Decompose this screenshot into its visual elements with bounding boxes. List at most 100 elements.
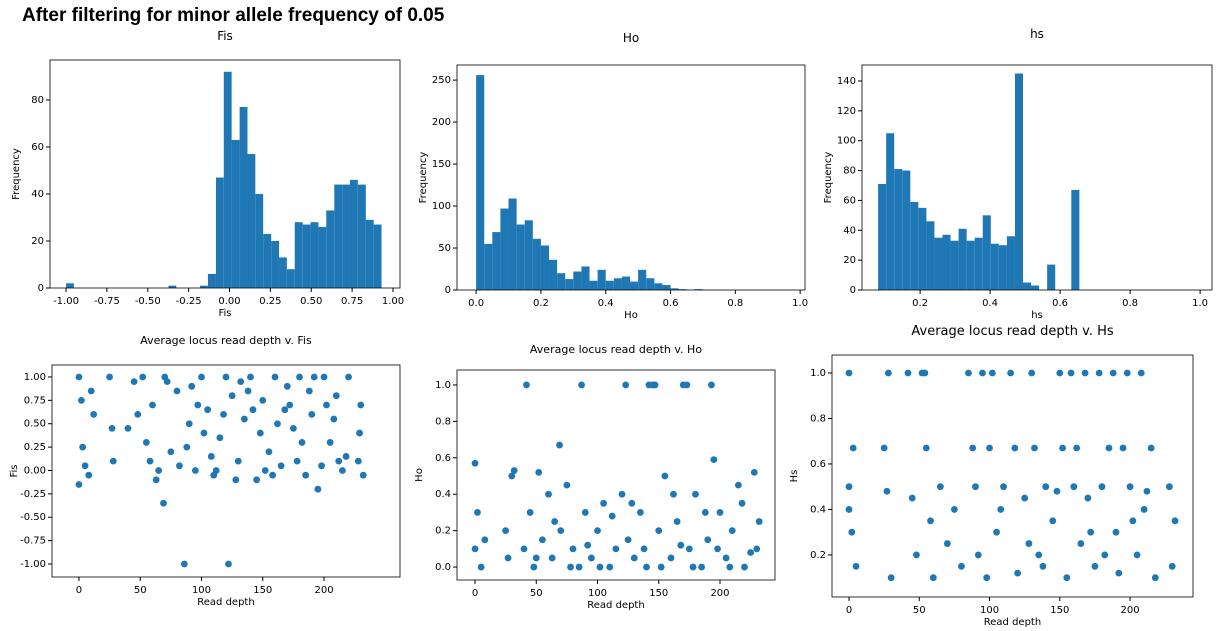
bar <box>279 257 287 288</box>
x-tick-label: -0.75 <box>94 296 120 307</box>
point <box>1056 369 1064 377</box>
point <box>234 457 242 465</box>
point <box>661 472 669 480</box>
point <box>323 401 330 409</box>
point <box>1059 444 1066 452</box>
point <box>78 396 85 404</box>
bar <box>565 279 574 290</box>
point <box>581 509 589 516</box>
y-tick-label: 0.6 <box>810 459 826 470</box>
bar <box>694 289 703 290</box>
bar <box>263 233 272 288</box>
point <box>701 509 709 516</box>
point <box>204 406 212 414</box>
point <box>75 373 83 381</box>
chart-title: Average locus read depth v. Hs <box>911 324 1113 339</box>
x-tick-label: 1.0 <box>1192 298 1208 309</box>
x-tick-label: 1.0 <box>792 298 808 309</box>
point <box>1112 528 1120 536</box>
bar <box>302 224 311 288</box>
y-tick-label: 0.2 <box>435 526 451 537</box>
point <box>755 518 763 525</box>
y-tick-label: 200 <box>432 117 451 128</box>
point <box>584 541 592 549</box>
point <box>296 373 303 381</box>
point <box>548 554 556 562</box>
point <box>289 425 297 432</box>
point <box>345 373 352 381</box>
y-tick-label: 100 <box>837 136 856 147</box>
bar <box>492 232 501 290</box>
bar <box>168 285 177 288</box>
bar <box>373 224 382 288</box>
chart-title: Average locus read depth v. Ho <box>530 343 702 356</box>
plot-frame <box>831 354 1194 598</box>
point <box>342 453 350 460</box>
point <box>845 506 853 513</box>
point <box>185 420 193 428</box>
bar <box>1006 236 1015 290</box>
page-title: After filtering for minor allele frequen… <box>22 5 445 26</box>
point <box>90 410 98 418</box>
point <box>1007 369 1015 377</box>
bar <box>958 228 967 290</box>
point <box>1151 574 1159 582</box>
bar <box>573 271 582 290</box>
point <box>849 444 857 452</box>
x-tick-label: -1.00 <box>53 296 79 307</box>
bar <box>66 283 74 288</box>
bar <box>950 240 959 290</box>
y-axis-label: Fis <box>9 464 20 477</box>
point <box>710 456 718 464</box>
y-tick-label: 140 <box>837 76 856 87</box>
point <box>950 506 958 513</box>
x-tick-label: 0 <box>76 585 82 596</box>
point <box>523 381 530 389</box>
bar <box>998 245 1007 290</box>
point <box>535 468 543 476</box>
bar <box>532 238 541 290</box>
chart-title: hs <box>1030 27 1044 41</box>
point <box>750 468 758 476</box>
y-tick-label: 0.0 <box>435 562 451 573</box>
point <box>689 563 697 571</box>
point <box>326 439 334 446</box>
point <box>222 373 230 381</box>
point <box>708 381 715 389</box>
point <box>575 563 583 571</box>
point <box>308 410 316 418</box>
point <box>728 527 736 535</box>
point <box>130 378 138 386</box>
point <box>1070 483 1078 491</box>
point <box>1105 444 1113 452</box>
point <box>357 401 365 409</box>
point <box>232 476 240 484</box>
x-tick-label: 0 <box>846 605 852 616</box>
point <box>160 499 167 507</box>
bar <box>942 234 951 290</box>
point <box>298 439 306 446</box>
point <box>1168 562 1176 570</box>
point <box>1109 369 1117 377</box>
x-tick-label: 200 <box>1120 605 1139 616</box>
bar <box>926 221 935 290</box>
point <box>722 554 730 562</box>
y-tick-label: 0.4 <box>810 504 826 515</box>
point <box>545 490 552 498</box>
point <box>974 551 982 559</box>
point <box>508 472 516 480</box>
y-tick-label: 1.00 <box>24 372 46 383</box>
y-tick-label: -0.25 <box>20 489 46 500</box>
point <box>1140 506 1148 513</box>
y-tick-label: 0.8 <box>810 413 826 424</box>
point <box>359 471 367 479</box>
point <box>212 467 220 474</box>
point <box>538 536 546 544</box>
point <box>253 476 261 484</box>
point <box>969 444 977 452</box>
point <box>1028 369 1036 377</box>
point <box>997 506 1005 513</box>
y-tick-label: 0 <box>445 285 451 296</box>
point <box>1091 562 1099 570</box>
